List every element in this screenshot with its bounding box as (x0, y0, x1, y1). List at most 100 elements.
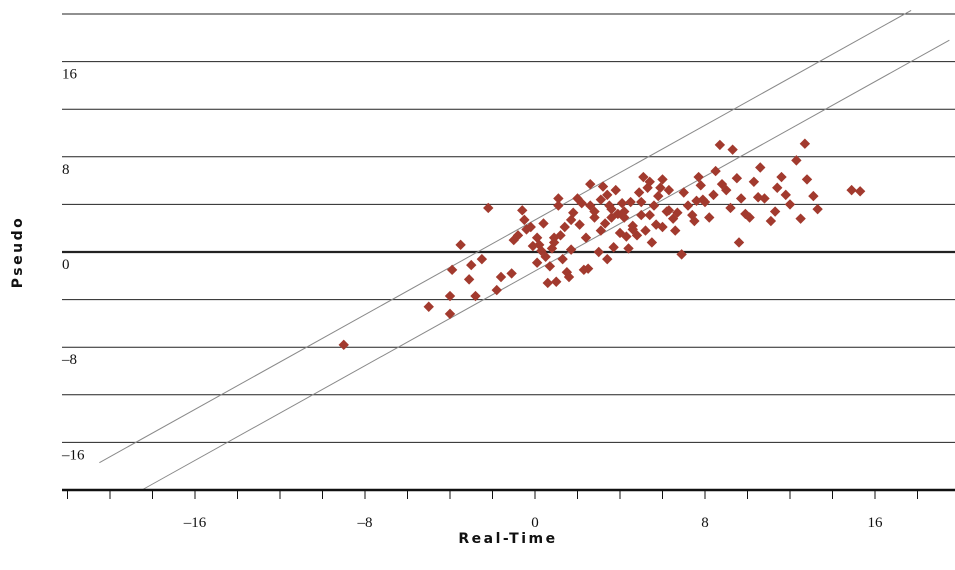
data-point (640, 225, 651, 236)
data-point (495, 271, 507, 283)
data-point (623, 243, 634, 254)
data-point (727, 144, 738, 155)
data-point (710, 165, 721, 177)
band-line-1 (99, 9, 912, 464)
data-point (553, 193, 564, 204)
data-point (555, 230, 566, 241)
data-point (801, 174, 813, 185)
data-point (553, 200, 564, 211)
data-point (597, 181, 609, 192)
data-point (693, 171, 704, 183)
x-tick-label: –16 (183, 515, 207, 531)
data-point (765, 215, 777, 227)
y-tick-label: –16 (61, 447, 85, 463)
x-axis (62, 488, 955, 499)
data-point (638, 171, 649, 183)
data-point (846, 184, 857, 196)
data-point (631, 230, 643, 241)
data-point (636, 209, 647, 221)
data-point (621, 231, 632, 242)
data-point (633, 187, 645, 198)
data-point (589, 212, 600, 223)
data-point (538, 218, 549, 229)
prediction-band-lines (99, 9, 950, 491)
data-point (670, 225, 681, 236)
x-tick-label: 8 (701, 515, 709, 531)
data-point (689, 215, 700, 227)
y-tick-label: –8 (61, 352, 77, 368)
data-point (648, 200, 660, 211)
data-point (593, 246, 604, 258)
data-point (576, 198, 587, 209)
data-point (559, 221, 570, 233)
data-point (616, 198, 628, 209)
data-point (812, 203, 823, 215)
data-point (780, 189, 791, 201)
data-point (491, 284, 502, 296)
data-point (653, 190, 664, 202)
data-point (602, 189, 613, 201)
y-tick-label: 8 (62, 162, 70, 178)
data-point (772, 182, 783, 193)
data-point (580, 232, 592, 243)
data-point (784, 199, 796, 210)
data-point (466, 259, 477, 271)
data-point (655, 182, 666, 193)
data-point (708, 189, 719, 201)
band-line-2 (141, 39, 950, 491)
data-point (808, 190, 819, 202)
data-point (599, 218, 611, 229)
data-point (755, 162, 766, 173)
data-point (619, 212, 630, 223)
data-point (602, 253, 613, 265)
x-tick-label: 0 (531, 515, 539, 531)
x-tick-labels: –16 –8 0 8 16 (183, 515, 883, 531)
data-point (582, 263, 594, 274)
data-point (735, 193, 747, 204)
data-point (682, 200, 694, 211)
data-point (646, 237, 658, 248)
data-point (731, 173, 743, 184)
data-point (585, 178, 596, 190)
x-axis-title: Real-Time (458, 531, 557, 547)
data-point (769, 206, 781, 217)
data-point (636, 196, 647, 208)
y-axis-title: Pseudo (10, 216, 26, 288)
data-point (563, 271, 575, 283)
data-point (619, 206, 630, 217)
data-point (725, 202, 736, 214)
y-tick-label: 16 (62, 67, 78, 83)
data-point (704, 212, 715, 223)
data-point (644, 209, 655, 221)
data-point (506, 268, 517, 279)
y-tick-label: 0 (62, 257, 70, 273)
data-point (657, 221, 668, 233)
data-point (517, 205, 528, 216)
data-point (544, 261, 556, 272)
data-point (791, 155, 802, 166)
data-point (531, 257, 543, 268)
data-point (799, 138, 811, 149)
data-point (663, 205, 675, 216)
data-point (446, 264, 458, 276)
data-point (714, 139, 726, 151)
data-point (463, 274, 475, 285)
data-point (476, 253, 488, 265)
data-point (604, 200, 615, 211)
y-tick-labels: 16 8 0 –8 –16 (61, 67, 85, 464)
data-points (338, 138, 866, 351)
data-point (444, 308, 456, 320)
data-point (551, 276, 562, 287)
data-point (470, 290, 481, 302)
gridlines (62, 13, 955, 491)
data-point (565, 244, 577, 255)
data-point (733, 237, 745, 248)
data-point (338, 339, 349, 351)
data-point (589, 206, 600, 217)
data-point (721, 184, 732, 196)
data-point (512, 230, 524, 241)
data-point (748, 176, 760, 187)
data-point (455, 239, 466, 251)
x-tick-label: –8 (357, 515, 373, 531)
